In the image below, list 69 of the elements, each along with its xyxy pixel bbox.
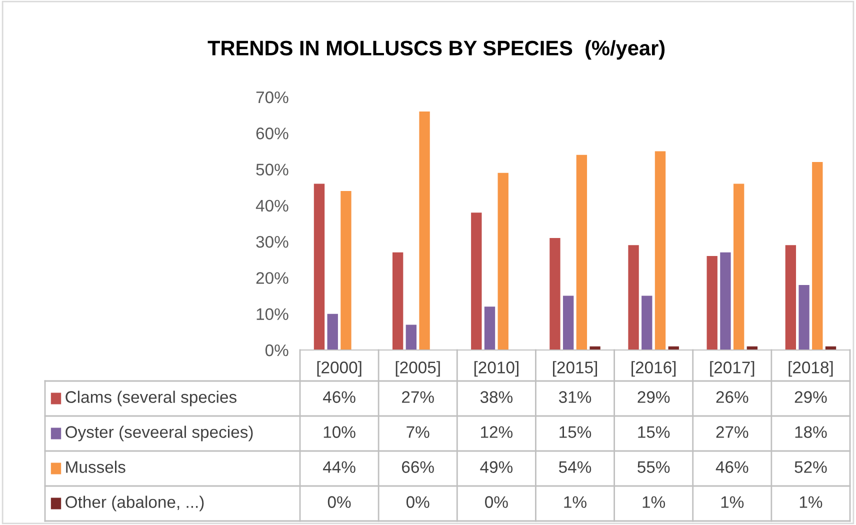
bar — [785, 245, 796, 350]
bar — [576, 154, 588, 350]
bar — [628, 245, 639, 350]
y-tick-label: 50% — [256, 164, 288, 176]
bar — [720, 252, 731, 350]
chart-title: TRENDS IN MOLLUSCS BY SPECIES (%/year) — [208, 40, 665, 60]
data-label: 1% — [564, 496, 586, 508]
data-label: 31% — [558, 391, 592, 403]
x-tick-label: [2000] — [317, 361, 362, 377]
data-label: 10% — [324, 426, 356, 438]
data-label: 0% — [406, 496, 430, 508]
y-tick-label: 30% — [256, 236, 288, 248]
data-label: 0% — [328, 496, 351, 508]
data-label: 26% — [716, 391, 748, 403]
bar — [314, 184, 325, 350]
data-label: 1% — [642, 496, 666, 508]
legend-label: Mussels — [66, 460, 126, 473]
data-label: 27% — [716, 426, 748, 438]
bar — [562, 296, 574, 350]
x-tick-label: [2015] — [553, 361, 597, 377]
data-label: 29% — [638, 391, 670, 403]
data-label: 1% — [721, 496, 744, 508]
legend-label: Other (abalone, ...) — [66, 496, 204, 512]
data-label: 52% — [794, 461, 827, 473]
data-label: 7% — [406, 426, 430, 438]
data-label: 49% — [480, 461, 513, 473]
data-label: 15% — [560, 426, 592, 438]
data-label: 29% — [794, 391, 827, 403]
y-tick-label: 20% — [256, 272, 288, 284]
data-label: 12% — [481, 426, 513, 438]
bar — [327, 314, 338, 350]
x-tick-label: [2018] — [788, 361, 833, 377]
bar — [706, 256, 718, 350]
data-label: 15% — [638, 426, 670, 438]
data-label: 46% — [322, 391, 356, 403]
bar — [498, 172, 508, 350]
bar — [406, 324, 417, 350]
x-tick-label: [2017] — [710, 361, 754, 377]
bar — [392, 252, 404, 350]
bar — [642, 296, 652, 350]
bar — [812, 162, 823, 350]
data-label: 38% — [480, 391, 513, 403]
data-label: 27% — [402, 391, 434, 403]
bar — [484, 306, 496, 350]
data-label: 46% — [716, 461, 748, 473]
bar — [654, 151, 666, 350]
bar — [419, 111, 430, 350]
x-tick-label: [2016] — [632, 361, 676, 377]
y-tick-label: 0% — [265, 344, 288, 356]
x-tick-label: [2010] — [474, 361, 518, 377]
bar — [340, 190, 352, 350]
y-tick-label: 40% — [256, 200, 288, 212]
data-label: 18% — [795, 426, 827, 438]
data-label: 0% — [485, 496, 508, 508]
data-label: 55% — [638, 461, 670, 473]
y-tick-label: 60% — [256, 128, 288, 140]
legend-label: Clams (several species — [66, 390, 236, 406]
data-label: 44% — [322, 461, 356, 473]
data-label: 1% — [800, 496, 822, 508]
bar — [550, 238, 560, 350]
legend-label: Oyster (seveeral species) — [66, 426, 253, 442]
data-label: 66% — [402, 461, 434, 473]
bar — [471, 212, 482, 350]
bar — [733, 184, 744, 350]
y-tick-label: 70% — [256, 91, 288, 104]
data-label: 54% — [558, 461, 592, 473]
x-tick-label: [2005] — [396, 361, 440, 377]
bar — [798, 284, 810, 350]
y-tick-label: 10% — [256, 308, 288, 320]
